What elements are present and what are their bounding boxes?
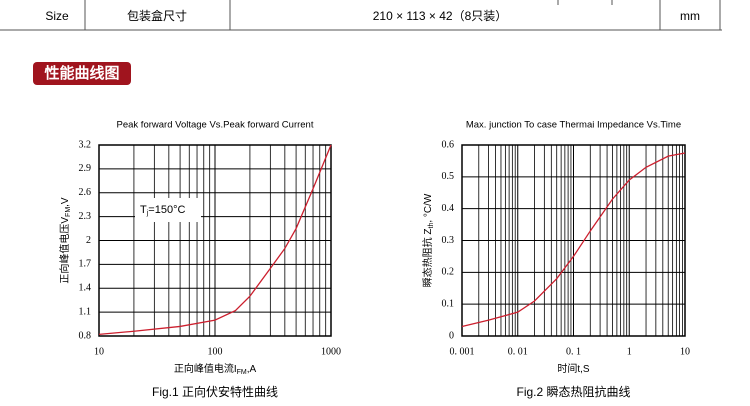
y-tick-label: 3.2 xyxy=(79,139,92,150)
x-axis-label: 正向峰值电流IFM,A xyxy=(174,362,257,377)
y-tick-label: 0.8 xyxy=(79,330,92,341)
table-cell: 210 × 113 × 42（8只装） xyxy=(373,9,508,23)
y-axis-label-part: th xyxy=(428,223,435,229)
x-axis-label-part: 时间t,S xyxy=(557,362,590,375)
x-tick-label: 10 xyxy=(680,346,690,357)
y-tick-label: 0.6 xyxy=(442,139,455,150)
y-tick-label: 2.6 xyxy=(79,187,92,198)
y-tick-label: 0.2 xyxy=(442,267,455,278)
y-tick-label: 0 xyxy=(449,330,454,341)
x-axis-label: 时间t,S xyxy=(557,362,590,375)
y-tick-label: 1.1 xyxy=(79,306,92,317)
y-axis-label-part: 正向峰值电压V xyxy=(58,217,71,284)
x-tick-label: 1000 xyxy=(321,346,341,357)
y-axis-label-part: 瞬态热阻抗 Z xyxy=(421,228,434,287)
annotation: Tj=150°C xyxy=(140,204,185,217)
y-tick-label: 0.4 xyxy=(442,203,455,214)
y-tick-label: 0.3 xyxy=(442,235,455,246)
y-tick-label: 1.4 xyxy=(79,283,92,294)
y-tick-label: 0.1 xyxy=(442,298,455,309)
y-tick-label: 2 xyxy=(86,235,91,246)
data-line xyxy=(98,144,332,336)
table-cell: Size xyxy=(45,9,69,23)
section-title: 性能曲线图 xyxy=(44,64,119,82)
annotation-part: =150°C xyxy=(148,204,185,216)
y-axis-label-part: ,V xyxy=(60,197,71,207)
figure-caption: Fig.2 瞬态热阻抗曲线 xyxy=(516,384,630,399)
x-axis-label-part: ,A xyxy=(247,364,257,375)
x-tick-label: 0. 01 xyxy=(508,346,528,357)
y-axis-label: 正向峰值电压VFM,V xyxy=(58,197,73,284)
figure-caption: Fig.1 正向伏安特性曲线 xyxy=(152,384,278,399)
data-line xyxy=(461,152,686,328)
y-axis-label-part: FM xyxy=(65,207,72,217)
x-tick-label: 0. 1 xyxy=(566,346,581,357)
y-axis-label: 瞬态热阻抗 Zth, °C/W xyxy=(421,193,436,287)
plot-frame xyxy=(461,144,686,337)
section-badge xyxy=(33,62,131,85)
chart-title: Max. junction To case Thermai Impedance … xyxy=(466,120,681,131)
plot-frame xyxy=(98,144,332,337)
table-cell: 包装盒尺寸 xyxy=(127,8,187,23)
y-tick-label: 2.3 xyxy=(79,211,92,222)
table-cell: mm xyxy=(680,9,700,23)
annotation-box xyxy=(135,198,201,222)
spec-table xyxy=(0,0,722,31)
x-axis-label-part: 正向峰值电流I xyxy=(174,362,237,375)
x-tick-label: 100 xyxy=(208,346,223,357)
x-tick-label: 1 xyxy=(627,346,632,357)
y-tick-label: 2.9 xyxy=(79,163,92,174)
annotation-part: j xyxy=(146,210,149,217)
x-tick-label: 10 xyxy=(94,346,104,357)
y-axis-label-part: , °C/W xyxy=(423,193,434,223)
x-axis-label-part: FM xyxy=(237,369,247,376)
x-tick-label: 0. 001 xyxy=(450,346,475,357)
annotation-part: T xyxy=(140,204,147,216)
chart-title: Peak forward Voltage Vs.Peak forward Cur… xyxy=(117,120,314,131)
y-tick-label: 0.5 xyxy=(442,171,455,182)
y-tick-label: 1.7 xyxy=(79,259,92,270)
